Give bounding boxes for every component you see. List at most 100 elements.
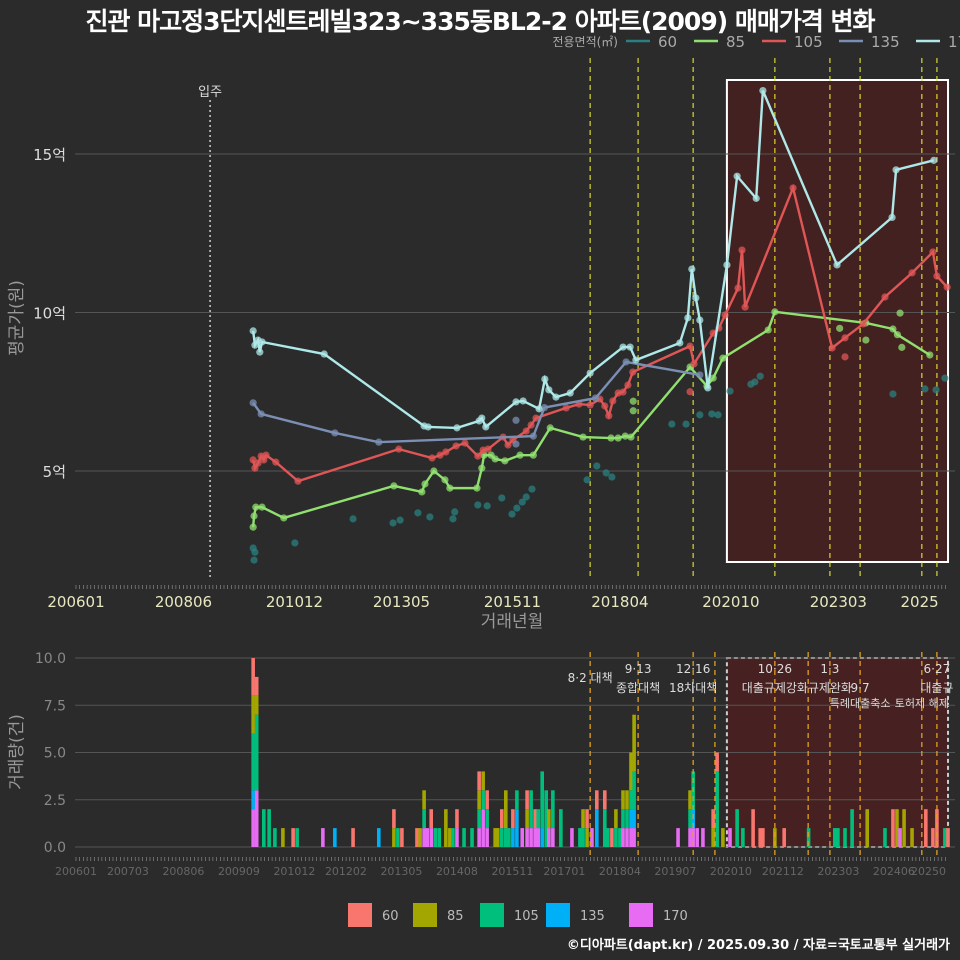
legend-label: 60 bbox=[658, 33, 677, 51]
bar-segment-85 bbox=[422, 790, 426, 810]
data-point-170 bbox=[552, 393, 560, 401]
bar-segment-105 bbox=[581, 828, 585, 847]
x-tick-label: 202303 bbox=[810, 593, 867, 611]
bar-segment-60 bbox=[533, 809, 537, 829]
data-point-105 bbox=[624, 381, 632, 389]
data-point-170 bbox=[696, 316, 704, 324]
policy-annotation: 특례대출축소 bbox=[830, 697, 891, 710]
data-point-60 bbox=[889, 390, 897, 398]
y-tick-label: 10억 bbox=[33, 305, 66, 323]
legend-label: 170 bbox=[663, 909, 688, 924]
data-point-105 bbox=[586, 401, 594, 409]
data-point-105 bbox=[943, 283, 951, 291]
bar-segment-85 bbox=[481, 771, 485, 791]
legend-swatch-170 bbox=[629, 903, 653, 927]
data-point-60 bbox=[682, 420, 690, 428]
data-point-135 bbox=[331, 429, 339, 437]
data-point-170 bbox=[892, 166, 900, 174]
bar-segment-105 bbox=[629, 790, 633, 810]
x-tick-label: 201012 bbox=[273, 865, 315, 878]
data-point-105 bbox=[789, 184, 797, 192]
data-point-60 bbox=[932, 386, 940, 394]
bar-segment-105 bbox=[559, 809, 563, 847]
data-point-60 bbox=[389, 519, 397, 527]
bar-segment-105 bbox=[485, 809, 489, 829]
bar-segment-170 bbox=[625, 828, 629, 847]
bar-segment-60 bbox=[751, 809, 755, 847]
bar-segment-60 bbox=[603, 790, 607, 810]
data-point-60 bbox=[714, 411, 722, 419]
x-tick-label: 201907 bbox=[654, 865, 696, 878]
bar-segment-170 bbox=[629, 828, 633, 847]
data-point-60 bbox=[528, 485, 536, 493]
bar-segment-85 bbox=[581, 809, 585, 829]
y-tick-label: 7.5 bbox=[44, 698, 66, 714]
data-point-105 bbox=[601, 402, 609, 410]
bar-segment-60 bbox=[477, 771, 481, 791]
data-point-60 bbox=[251, 548, 259, 556]
data-point-135 bbox=[375, 438, 383, 446]
legend-swatch-105 bbox=[480, 903, 504, 927]
bar-segment-105 bbox=[544, 790, 548, 847]
bar-segment-60 bbox=[429, 809, 433, 829]
data-point-105 bbox=[272, 458, 280, 466]
bar-segment-170 bbox=[525, 828, 529, 847]
data-point-85 bbox=[473, 484, 481, 492]
x-tick-label: 202010 bbox=[710, 865, 752, 878]
data-point-105 bbox=[474, 452, 482, 460]
x-tick-label: 2025 bbox=[901, 593, 939, 611]
data-point-105 bbox=[532, 414, 540, 422]
bar-segment-105 bbox=[437, 828, 441, 847]
data-point-85 bbox=[709, 374, 717, 382]
legend-label: 85 bbox=[447, 909, 464, 924]
x-axis-title: 거래년월 bbox=[481, 612, 544, 632]
data-point-170 bbox=[752, 194, 760, 202]
x-tick-label: 20250 bbox=[911, 865, 946, 878]
data-point-170 bbox=[258, 338, 266, 346]
bar-segment-60 bbox=[291, 828, 295, 847]
data-point-105 bbox=[933, 272, 941, 280]
bar-segment-105 bbox=[462, 828, 466, 847]
bar-segment-85 bbox=[547, 809, 551, 829]
chart-title: 진관 마고정3단지센트레빌323~335동BL2-2 아파트(2009) 매매가… bbox=[85, 7, 875, 36]
data-point-85 bbox=[627, 433, 635, 441]
bar-segment-105 bbox=[806, 828, 811, 847]
legend-label: 85 bbox=[726, 33, 745, 51]
data-point-60 bbox=[522, 493, 530, 501]
data-point-60 bbox=[602, 469, 610, 477]
data-point-105 bbox=[442, 448, 450, 456]
data-point-105 bbox=[609, 397, 617, 405]
data-point-105 bbox=[686, 342, 694, 350]
bar-segment-170 bbox=[695, 828, 699, 847]
data-point-170 bbox=[704, 384, 712, 392]
bar-segment-60 bbox=[761, 828, 765, 847]
bar-segment-105 bbox=[551, 790, 555, 829]
bar-segment-105 bbox=[832, 828, 837, 847]
bar-segment-60 bbox=[415, 828, 419, 847]
bar-segment-85 bbox=[392, 828, 396, 847]
data-point-85 bbox=[764, 326, 772, 334]
bar-segment-60 bbox=[610, 828, 614, 847]
bar-segment-135 bbox=[251, 790, 255, 810]
bar-segment-105 bbox=[625, 809, 629, 829]
bar-segment-170 bbox=[632, 828, 636, 847]
bar-segment-85 bbox=[629, 752, 633, 791]
data-point-105 bbox=[527, 421, 535, 429]
data-point-85 bbox=[446, 484, 454, 492]
bar-segment-105 bbox=[850, 809, 854, 847]
data-point-105 bbox=[741, 303, 749, 311]
legend-swatch-85 bbox=[413, 903, 437, 927]
data-point-60 bbox=[449, 515, 457, 523]
bar-segment-85 bbox=[621, 790, 625, 810]
data-point-105 bbox=[619, 388, 627, 396]
bar-segment-105 bbox=[273, 828, 277, 847]
move-in-label: 입주 bbox=[198, 85, 222, 100]
bar-segment-170 bbox=[254, 790, 259, 847]
data-point-170 bbox=[512, 398, 520, 406]
legend-title: 전용면적(㎡) bbox=[552, 35, 618, 49]
data-point-60 bbox=[756, 372, 764, 380]
bar-segment-105 bbox=[477, 809, 481, 829]
bar-segment-105 bbox=[632, 771, 636, 810]
x-tick-label: 200806 bbox=[162, 865, 204, 878]
